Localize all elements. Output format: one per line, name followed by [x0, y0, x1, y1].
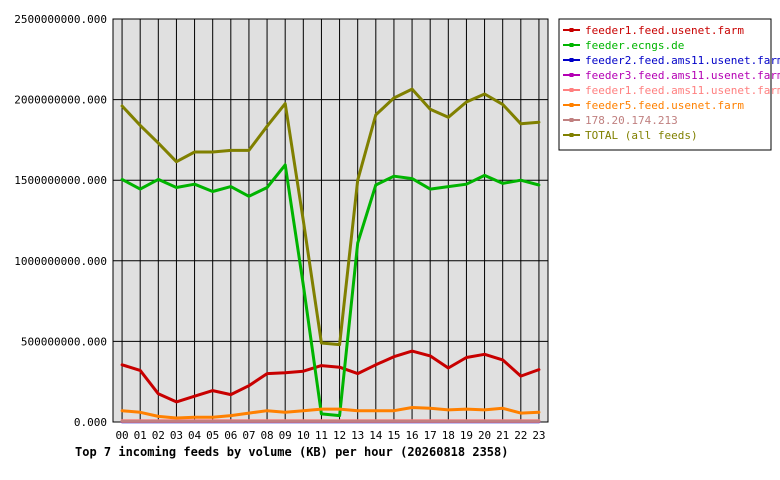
legend-box	[558, 18, 772, 151]
legend-marker	[569, 118, 574, 122]
chart-title: Top 7 incoming feeds by volume (KB) per …	[75, 445, 508, 459]
x-tick-label: 21	[496, 429, 509, 442]
series-line	[120, 87, 541, 347]
x-axis-ticks: 00 01 02 03 04 05 06 07 08 09 10 11 12 13 14 15 16 17 18 19…	[115, 429, 545, 442]
y-tick-label: 2000000000.000	[14, 94, 107, 107]
x-tick-label: 15	[387, 429, 400, 442]
x-tick-label: 17	[424, 429, 437, 442]
x-tick-label: 09	[279, 429, 292, 442]
legend-marker	[569, 43, 574, 47]
legend-marker	[569, 58, 574, 62]
legend: feeder1.feed.usenet.farm feeder.ecngs.de f…	[558, 18, 780, 151]
legend-entry: feeder.ecngs.de	[585, 39, 684, 52]
legend-marker	[569, 103, 574, 107]
legend-entry: TOTAL (all feeds)	[585, 129, 698, 142]
x-tick-label: 10	[297, 429, 310, 442]
x-tick-label: 19	[460, 429, 473, 442]
x-tick-label: 05	[206, 429, 219, 442]
y-axis-ticks: 0.000 500000000.000 1000000000.000 15000000…	[14, 13, 107, 429]
x-tick-label: 20	[478, 429, 491, 442]
legend-entry: feeder3.feed.ams11.usenet.farm	[585, 69, 780, 82]
x-tick-label: 03	[170, 429, 183, 442]
y-tick-label: 1500000000.000	[14, 174, 107, 187]
x-tick-label: 23	[532, 429, 545, 442]
x-tick-label: 14	[369, 429, 383, 442]
x-tick-label: 12	[333, 429, 346, 442]
legend-entry: feeder1.feed.ams11.usenet.farm	[585, 84, 780, 97]
legend-marker	[569, 73, 574, 77]
y-tick-label: 2500000000.000	[14, 13, 107, 26]
grid-lines	[113, 19, 548, 422]
x-tick-label: 02	[152, 429, 165, 442]
x-tick-label: 04	[188, 429, 202, 442]
series-lines	[120, 87, 541, 424]
legend-entry: feeder2.feed.ams11.usenet.farm	[585, 54, 780, 67]
series-line	[120, 406, 541, 420]
legend-entry: 178.20.174.213	[585, 114, 678, 127]
legend-marker	[569, 28, 574, 32]
legend-marker	[569, 133, 574, 137]
y-tick-label: 1000000000.000	[14, 255, 107, 268]
x-tick-label: 13	[351, 429, 364, 442]
x-tick-label: 22	[514, 429, 527, 442]
series-line	[120, 349, 541, 404]
plot-area	[112, 18, 549, 423]
x-tick-label: 16	[405, 429, 418, 442]
x-tick-label: 00	[115, 429, 128, 442]
legend-marker	[569, 88, 574, 92]
series-line	[120, 163, 541, 418]
y-tick-label: 0.000	[74, 416, 107, 429]
legend-entry: feeder1.feed.usenet.farm	[585, 24, 744, 37]
legend-entry: feeder5.feed.usenet.farm	[585, 99, 744, 112]
x-tick-label: 18	[442, 429, 455, 442]
x-tick-label: 11	[315, 429, 328, 442]
x-tick-label: 06	[224, 429, 237, 442]
y-tick-label: 500000000.000	[21, 335, 107, 348]
x-tick-label: 01	[134, 429, 147, 442]
x-tick-label: 07	[242, 429, 255, 442]
x-tick-label: 08	[260, 429, 273, 442]
